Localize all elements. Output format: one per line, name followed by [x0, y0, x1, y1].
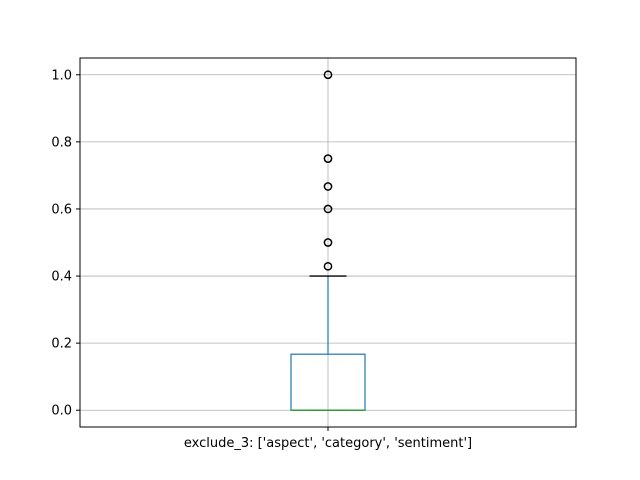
- outlier-point: [323, 238, 333, 247]
- axis-ticks: 0.0 0.2 0.4 0.6 0.8 1.0 exclude_3: ['aspect', …: [51, 68, 472, 451]
- outlier-point: [323, 204, 333, 214]
- y-tick-label: 0.6: [51, 202, 72, 217]
- x-tick-label: exclude_3: ['aspect', 'category', 'senti…: [184, 436, 472, 451]
- y-tick-label: 0.8: [51, 135, 72, 150]
- y-tick-label: 0.0: [51, 404, 72, 419]
- y-tick-label: 0.2: [51, 337, 72, 352]
- outlier-point: [323, 182, 333, 191]
- y-tick-label: 0.4: [51, 270, 72, 285]
- y-tick-label: 1.0: [51, 68, 72, 83]
- boxes: [290, 70, 366, 411]
- outlier-point: [323, 154, 333, 163]
- outlier-point: [323, 70, 333, 80]
- outlier-point: [323, 261, 333, 271]
